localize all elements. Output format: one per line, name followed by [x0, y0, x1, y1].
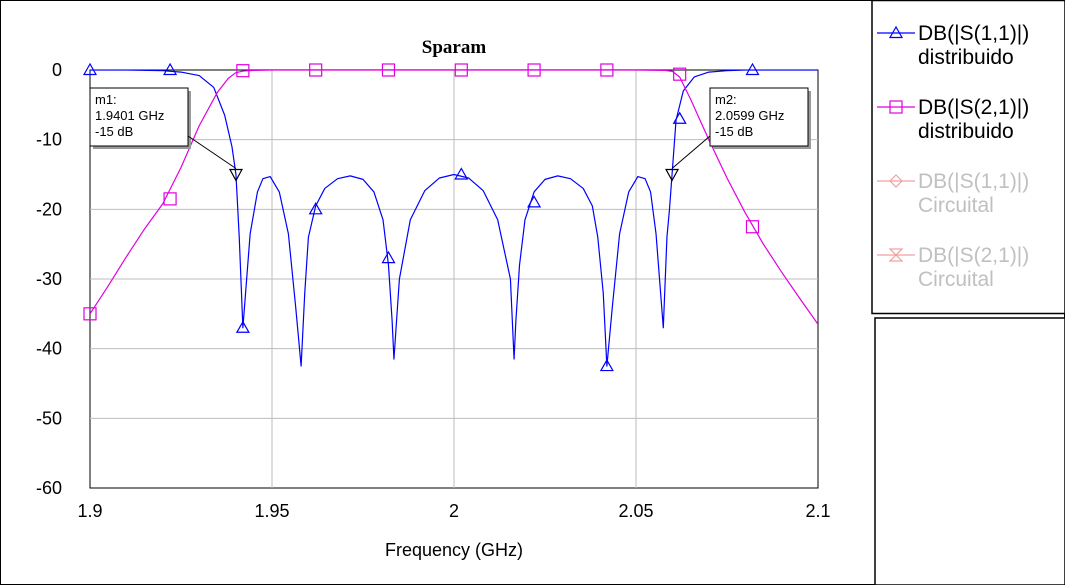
- y-tick-label: 0: [52, 60, 62, 80]
- tick-labels: 1.9 1.95 2 2.05 2.1 0 -10 -20 -30 -40 -50 -60: [36, 60, 831, 521]
- marker-point-icon: [665, 168, 680, 182]
- legend-panel: [871, 0, 1065, 315]
- marker-label-box: [709, 87, 809, 147]
- y-tick-label: -50: [36, 408, 62, 428]
- x-tick-label: 1.9: [77, 501, 102, 521]
- data-point-marker: [527, 195, 542, 208]
- data-point-marker: [163, 192, 177, 206]
- grid: [90, 70, 818, 488]
- series-layer: [90, 70, 818, 367]
- legend-series-subname: distribuido: [918, 120, 1014, 143]
- x-tick-label: 2: [449, 501, 459, 521]
- marker-label-text: m2:: [715, 92, 737, 107]
- legend-marker-icon: [888, 25, 904, 39]
- data-point-marker: [454, 63, 468, 77]
- x-tick-label: 2.05: [618, 501, 653, 521]
- series-line: [90, 70, 818, 367]
- y-tick-label: -60: [36, 478, 62, 498]
- marker-label-text: m1:: [95, 92, 117, 107]
- series-line: [90, 70, 818, 325]
- x-axis-label: Frequency (GHz): [385, 540, 523, 560]
- chart-title: Sparam: [422, 37, 487, 58]
- data-point-marker: [235, 320, 250, 333]
- data-point-marker: [309, 63, 323, 77]
- legend-series-name: DB(|S(2,1)|): [918, 96, 1029, 119]
- marker-label-text: -15 dB: [715, 124, 753, 139]
- marker-label-text: -15 dB: [95, 124, 133, 139]
- marker-leader-line: [187, 135, 237, 169]
- data-point-marker: [308, 202, 323, 215]
- legend-series-subname: Circuital: [918, 194, 994, 217]
- x-tick-label: 2.1: [805, 501, 830, 521]
- legend-series-subname: Circuital: [918, 268, 994, 291]
- empty-side-panel: [874, 317, 1065, 585]
- data-point-marker: [381, 63, 396, 77]
- y-tick-label: -30: [36, 269, 62, 289]
- data-point-marker: [454, 167, 469, 180]
- x-tick-label: 1.95: [254, 501, 289, 521]
- marker-point-icon: [228, 168, 243, 182]
- marker-label-text: 2.0599 GHz: [715, 108, 784, 123]
- data-point-marker: [381, 250, 396, 264]
- data-point-marker: [527, 63, 541, 77]
- legend-series-name: DB(|S(1,1)|): [918, 170, 1029, 193]
- data-point-marker: [83, 307, 97, 321]
- legend-marker-icon: [889, 174, 903, 188]
- legend-marker-icon: [888, 248, 904, 262]
- y-tick-label: -20: [36, 199, 62, 219]
- legend: DB(|S(1,1)|)distribuidoDB(|S(2,1)|)distr…: [877, 22, 1029, 291]
- marker-label-text: 1.9401 GHz: [95, 108, 164, 123]
- legend-series-name: DB(|S(1,1)|): [918, 22, 1029, 45]
- marker-leader-line: [671, 135, 711, 169]
- data-point-marker: [745, 220, 760, 234]
- legend-series-subname: distribuido: [918, 46, 1014, 69]
- data-point-marker: [745, 62, 760, 76]
- data-point-marker: [599, 358, 614, 372]
- marker-label-box: [89, 87, 189, 147]
- legend-marker-icon: [889, 100, 903, 114]
- data-point-marker: [236, 64, 250, 78]
- data-point-marker: [82, 62, 98, 76]
- legend-series-name: DB(|S(2,1)|): [918, 244, 1029, 267]
- marker-layer: [82, 62, 760, 372]
- data-point-marker: [163, 62, 178, 76]
- data-point-marker: [673, 67, 687, 81]
- data-point-marker: [672, 111, 687, 124]
- y-tick-label: -40: [36, 339, 62, 359]
- y-tick-label: -10: [36, 130, 62, 150]
- data-point-marker: [600, 63, 614, 77]
